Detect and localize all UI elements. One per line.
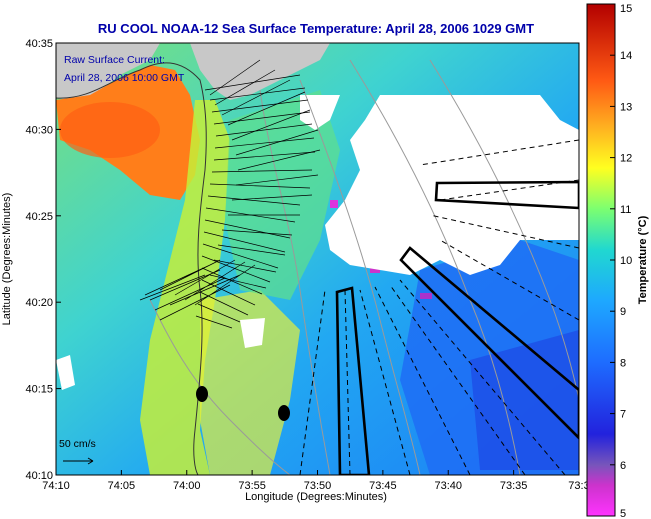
figure-title: RU COOL NOAA-12 Sea Surface Temperature:… — [98, 21, 534, 36]
colorbar-ticks: 15 14 13 12 11 10 9 8 7 6 5 — [610, 3, 632, 519]
y-tick-label: 40:35 — [25, 38, 53, 50]
colorbar-tick-label: 9 — [620, 306, 626, 318]
x-axis-ticks: 74:10 74:05 74:00 73:55 73:50 73:45 73:40 73:35… — [42, 470, 590, 492]
x-tick-label: 73:50 — [304, 480, 332, 492]
coastline — [56, 62, 207, 475]
sampling-corridors — [335, 180, 579, 475]
y-tick-label: 40:10 — [25, 470, 53, 482]
x-tick-label: 74:05 — [108, 480, 136, 492]
surface-current-vectors — [139, 59, 321, 329]
x-tick-label: 73:35 — [500, 480, 528, 492]
cloud-mask — [325, 95, 579, 275]
mooring-dot — [278, 405, 290, 421]
y-tick-label: 40:25 — [25, 211, 53, 223]
colorbar-tick-label: 11 — [620, 204, 631, 216]
x-tick-label: 73:55 — [238, 480, 266, 492]
colorbar-tick-label: 14 — [620, 50, 632, 62]
colorbar-tick-label: 6 — [620, 460, 626, 472]
scale-arrow — [63, 457, 94, 465]
land-area — [56, 43, 160, 100]
colorbar-tick-label: 7 — [620, 409, 626, 421]
x-axis-label: Longitude (Degrees:Minutes) — [245, 491, 387, 503]
x-tick-label: 73:45 — [369, 480, 397, 492]
y-tick-label: 40:20 — [25, 297, 53, 309]
radar-bearing-lines — [299, 139, 579, 475]
colorbar-tick-label: 13 — [620, 101, 632, 113]
scale-label: 50 cm/s — [59, 438, 96, 450]
colorbar-tick-label: 12 — [620, 153, 632, 165]
sst-map-panel — [56, 43, 579, 475]
x-tick-label: 73:40 — [434, 480, 462, 492]
y-axis-label: Latitude (Degrees:Minutes) — [1, 193, 13, 326]
colorbar-label: Temperature (°C) — [637, 215, 649, 304]
y-tick-label: 40:15 — [25, 384, 53, 396]
colorbar-tick-label: 10 — [620, 255, 632, 267]
colorbar-tick-label: 5 — [620, 508, 626, 519]
x-tick-label: 74:10 — [42, 480, 70, 492]
y-tick-label: 40:30 — [25, 124, 53, 136]
current-note-line2: April 28, 2006 10:00 GMT — [64, 72, 185, 84]
current-note-line1: Raw Surface Current: — [64, 54, 165, 66]
x-tick-label: 74:00 — [173, 480, 201, 492]
y-axis-ticks: 40:35 40:30 40:25 40:20 40:15 40:10 — [25, 38, 61, 482]
x-tick-label: 73:3 — [568, 480, 589, 492]
colorbar-tick-label: 8 — [620, 357, 626, 369]
mooring-dot — [196, 386, 208, 402]
colorbar-tick-label: 15 — [620, 3, 632, 15]
